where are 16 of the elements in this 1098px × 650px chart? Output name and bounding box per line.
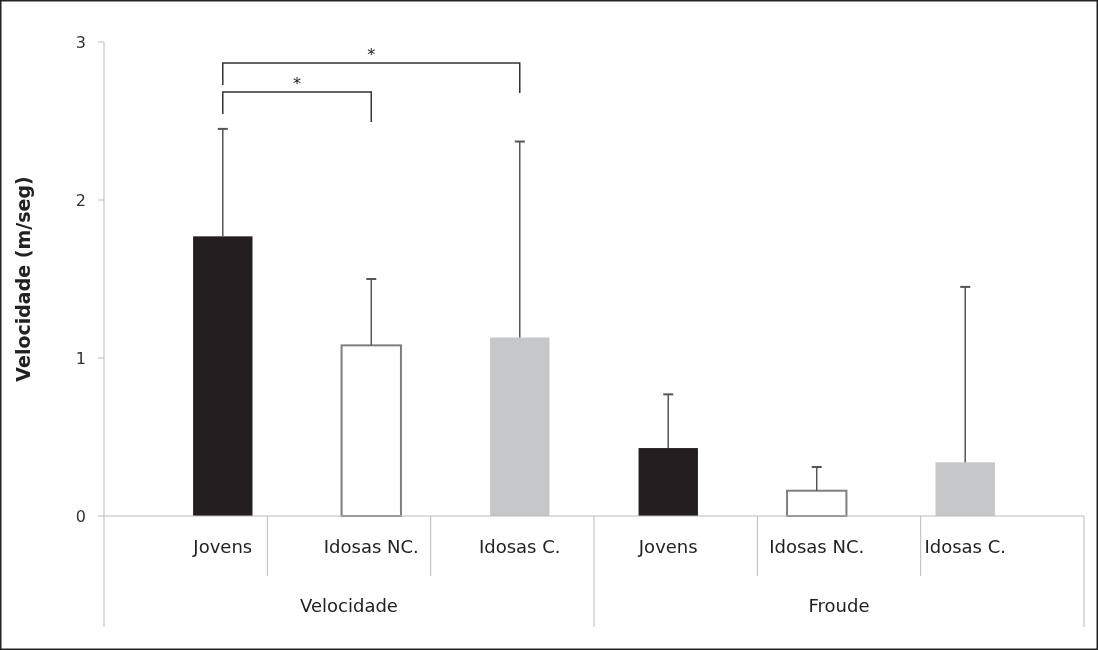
annotation: * xyxy=(293,74,302,93)
y-axis-title: Velocidade (m/seg) xyxy=(12,176,34,382)
y-tick-label: 0 xyxy=(75,506,86,526)
x-tick-label: Idosas C. xyxy=(924,536,1006,558)
text: Froude xyxy=(808,595,870,617)
annotation: * xyxy=(367,45,376,64)
x-tick-label: Idosas C. xyxy=(478,536,561,558)
y-tick-label: 1 xyxy=(75,348,86,368)
x-tick-label: Idosas NC. xyxy=(769,536,865,558)
significance-bracket: * xyxy=(222,74,372,123)
x-tick-label: Jovens xyxy=(637,536,698,558)
y-tick-label: 3 xyxy=(75,32,86,52)
x-tick-label: Jovens xyxy=(192,536,253,558)
text: Velocidade xyxy=(300,595,398,617)
x-tick-label: Idosas NC. xyxy=(323,536,419,558)
y-tick-label: 2 xyxy=(75,190,86,210)
